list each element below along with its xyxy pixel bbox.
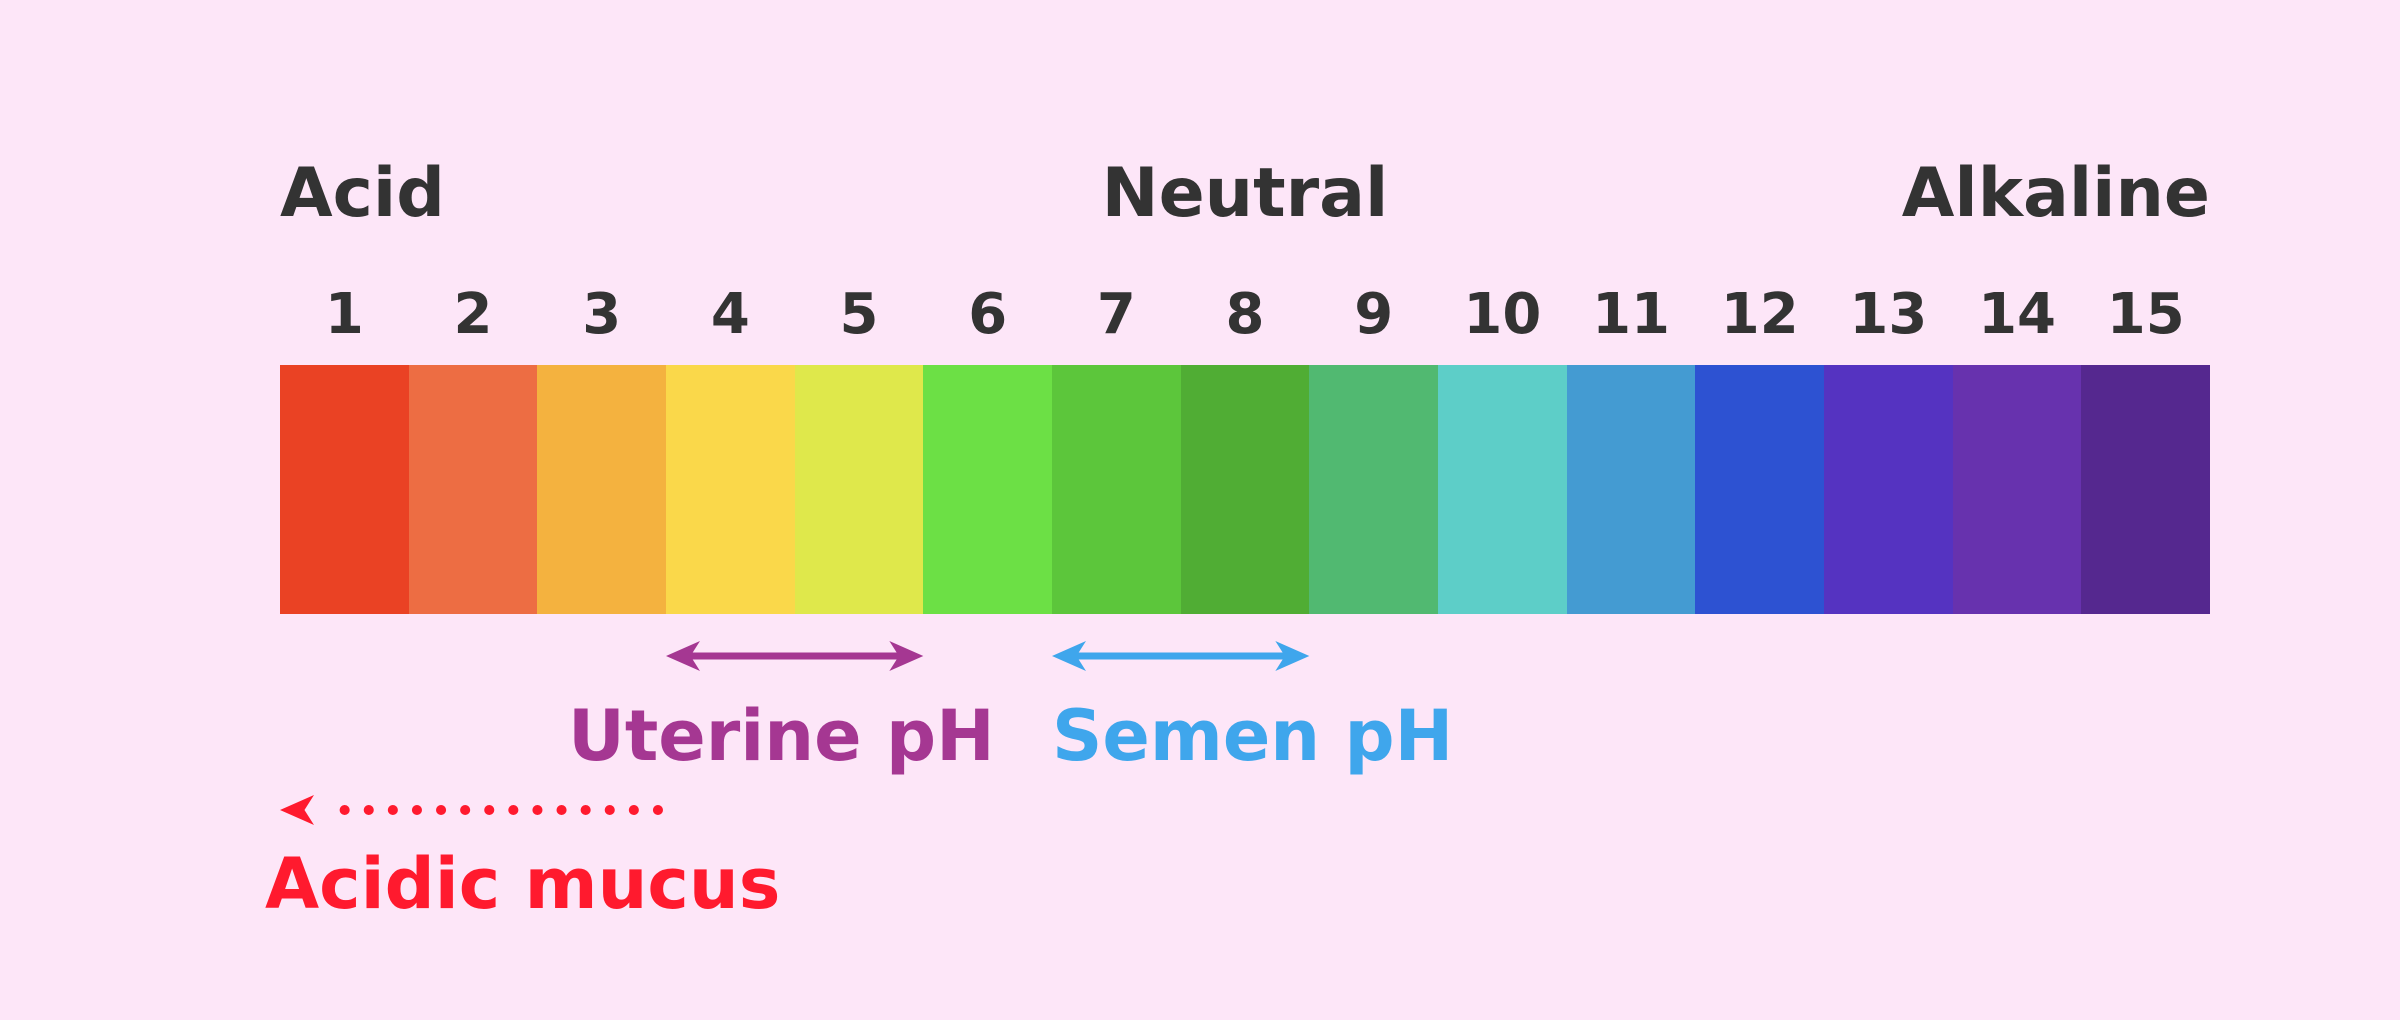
ph-color-cell-7	[1052, 365, 1181, 614]
semen-ph-arrow	[1052, 641, 1310, 671]
ph-number-4: 4	[710, 282, 750, 347]
ph-number-1: 1	[324, 282, 364, 347]
neutral-label: Neutral	[1101, 154, 1389, 233]
ph-color-cell-9	[1309, 365, 1439, 614]
ph-number-12: 12	[1720, 282, 1799, 347]
ph-color-cell-2	[408, 365, 538, 614]
ph-number-2: 2	[453, 282, 493, 347]
ph-number-row: 1 2 3 4 5 6 7 8 9 10 11 12 13 14 15	[280, 280, 2210, 350]
ph-color-strip	[280, 365, 2211, 614]
ph-number-5: 5	[839, 282, 879, 347]
semen-ph-arrow-left-head	[1052, 641, 1086, 671]
ph-color-cell-4	[666, 365, 795, 614]
semen-ph-label: Semen pH	[1052, 695, 1454, 777]
ph-color-cell-5	[794, 365, 924, 614]
uterine-ph-arrow	[666, 641, 924, 671]
uterine-ph-label: Uterine pH	[568, 695, 995, 777]
ph-color-cell-11	[1566, 365, 1696, 614]
ph-number-14: 14	[1978, 282, 2057, 347]
semen-ph-arrow-right-head	[1275, 641, 1310, 671]
ph-color-cell-13	[1824, 365, 1953, 614]
ph-color-cell-8	[1180, 365, 1310, 614]
ph-color-cell-12	[1695, 365, 1825, 614]
ph-number-11: 11	[1592, 282, 1671, 347]
ph-number-10: 10	[1463, 282, 1542, 347]
ph-number-8: 8	[1225, 282, 1265, 347]
acid-label: Acid	[280, 154, 445, 233]
ph-number-3: 3	[582, 282, 622, 347]
ph-number-13: 13	[1849, 282, 1928, 347]
uterine-ph-arrow-right-head	[889, 641, 924, 671]
ph-number-15: 15	[2106, 282, 2185, 347]
uterine-ph-arrow-left-head	[666, 641, 700, 671]
ph-number-6: 6	[968, 282, 1008, 347]
ph-color-cell-6	[923, 365, 1053, 614]
acidic-mucus-label: Acidic mucus	[265, 843, 781, 925]
ph-color-cell-10	[1438, 365, 1567, 614]
ph-color-cell-14	[1952, 365, 2082, 614]
ph-number-9: 9	[1354, 282, 1394, 347]
ph-color-cell-1	[280, 365, 409, 614]
alkaline-label: Alkaline	[1901, 154, 2210, 233]
acidic-mucus-arrow	[280, 795, 663, 825]
ph-color-cell-15	[2081, 365, 2211, 614]
acidic-mucus-arrow-head	[280, 795, 314, 825]
ph-color-cell-3	[537, 365, 667, 614]
ph-number-7: 7	[1096, 282, 1136, 347]
